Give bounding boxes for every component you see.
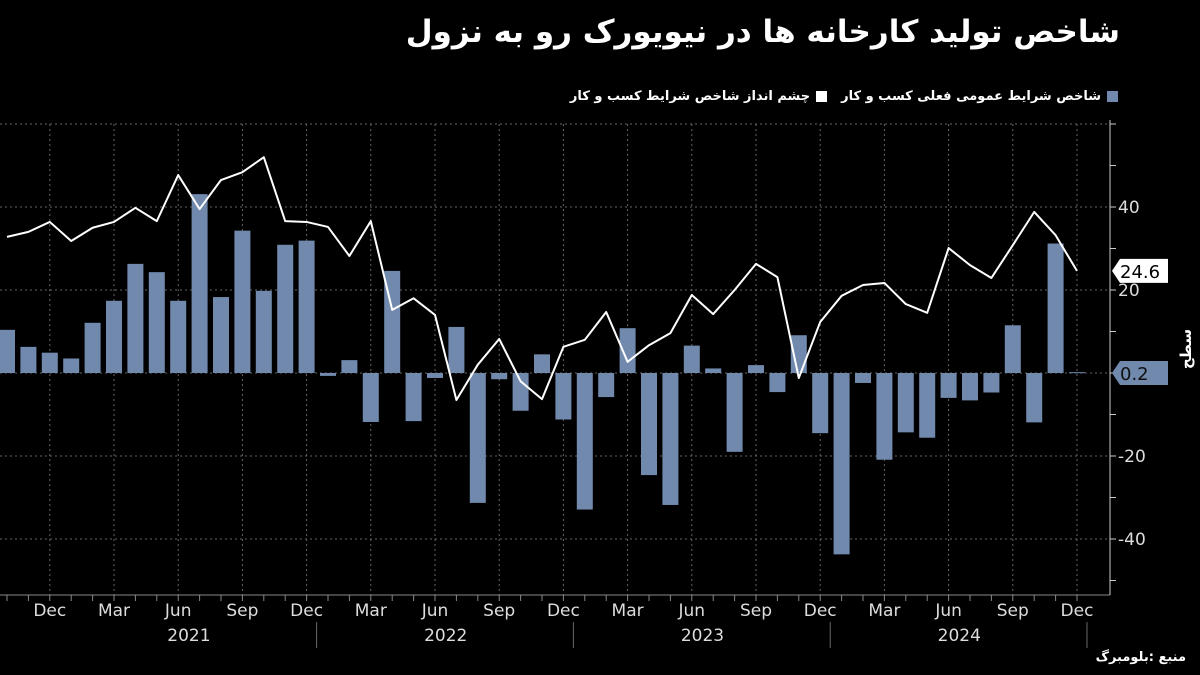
x-tick-label: Jun: [421, 601, 449, 621]
bar: [469, 373, 486, 503]
legend-swatch-line: [816, 91, 828, 102]
last-value-callout-bar: [1112, 361, 1168, 385]
bar: [897, 373, 914, 433]
x-tick-label: Jun: [164, 601, 192, 621]
bar: [84, 322, 101, 373]
x-tick-label: Dec: [804, 601, 837, 621]
bar: [962, 373, 978, 401]
x-tick-label: Sep: [740, 601, 772, 621]
bar: [534, 354, 550, 373]
bar: [341, 360, 358, 373]
bar: [41, 352, 58, 373]
bar: [726, 373, 743, 452]
last-value-bar: 0.2: [1120, 364, 1149, 385]
x-tick-label: Jun: [678, 601, 706, 621]
bar: [812, 373, 829, 434]
bar: [1026, 373, 1043, 423]
x-tick-label: Jun: [934, 601, 962, 621]
source-note: منبع :بلومبرگ: [1095, 650, 1186, 665]
bar: [512, 373, 529, 411]
bar: [405, 373, 422, 422]
bar: [983, 373, 1000, 393]
legend-label-bars: شاخص شرایط عمومی فعلی کسب و کار: [841, 89, 1101, 104]
bar: [940, 373, 957, 398]
bar: [598, 373, 615, 398]
bar: [876, 373, 893, 460]
bar: [833, 373, 850, 555]
y-tick-label: 20: [1118, 281, 1140, 301]
bar: [705, 368, 722, 373]
bar: [127, 263, 144, 373]
y-tick-label: -40: [1118, 530, 1146, 550]
bar: [277, 244, 294, 373]
x-tick-label: Dec: [1061, 601, 1094, 621]
x-tick-label: Sep: [997, 601, 1029, 621]
y-tick-label: -20: [1118, 447, 1146, 467]
bar: [619, 328, 636, 373]
bar: [20, 346, 37, 373]
legend-label-line: چشم انداز شاخص شرایط کسب و کار: [569, 89, 811, 104]
bar: [170, 300, 187, 373]
bar: [255, 290, 272, 373]
last-value-callout-line: [1112, 258, 1168, 283]
y-tick-label: 40: [1118, 198, 1140, 218]
chart-title: شاخص تولید کارخانه ها در نیویورک رو به ن…: [405, 14, 1120, 50]
bar: [1047, 243, 1064, 373]
last-value-line: 24.6: [1120, 262, 1160, 283]
x-tick-label: Dec: [547, 601, 580, 621]
bar: [191, 194, 208, 373]
x-tick-label: Mar: [98, 601, 130, 621]
bar: [683, 345, 700, 373]
x-tick-label: Sep: [226, 601, 258, 621]
legend-swatch-bars: [1107, 91, 1118, 102]
bar: [0, 329, 15, 373]
bar: [748, 365, 764, 373]
bar: [919, 373, 936, 438]
legend-item-line: چشم انداز شاخص شرایط کسب و کار: [569, 89, 828, 104]
bar: [148, 272, 165, 373]
x-tick-label: Sep: [483, 601, 515, 621]
year-label: 2022: [424, 626, 467, 646]
bar: [63, 358, 80, 373]
legend-item-bars: شاخص شرایط عمومی فعلی کسب و کار: [841, 89, 1118, 104]
bar: [298, 240, 315, 373]
year-label: 2024: [938, 626, 981, 646]
bar: [855, 373, 871, 383]
year-label: 2023: [681, 626, 724, 646]
bar: [213, 297, 229, 373]
bar: [491, 373, 508, 380]
bar: [234, 230, 251, 373]
bar: [106, 300, 122, 373]
bar: [576, 373, 593, 510]
year-label: 2021: [167, 626, 210, 646]
bar: [769, 373, 786, 393]
bar: [641, 373, 657, 476]
outlook-line: [6, 156, 1078, 401]
bar: [1004, 325, 1021, 373]
bar: [320, 373, 336, 376]
x-tick-label: Dec: [290, 601, 323, 621]
x-tick-label: Dec: [33, 601, 66, 621]
bar: [1069, 372, 1085, 374]
x-tick-label: Mar: [355, 601, 387, 621]
bar: [555, 373, 572, 420]
bar: [662, 373, 679, 505]
x-tick-label: Mar: [868, 601, 900, 621]
legend: شاخص شرایط عمومی فعلی کسب و کار چشم اندا…: [570, 89, 1118, 104]
bar: [448, 326, 465, 373]
bar: [362, 373, 379, 422]
bar: [427, 373, 443, 378]
x-tick-label: Mar: [612, 601, 644, 621]
